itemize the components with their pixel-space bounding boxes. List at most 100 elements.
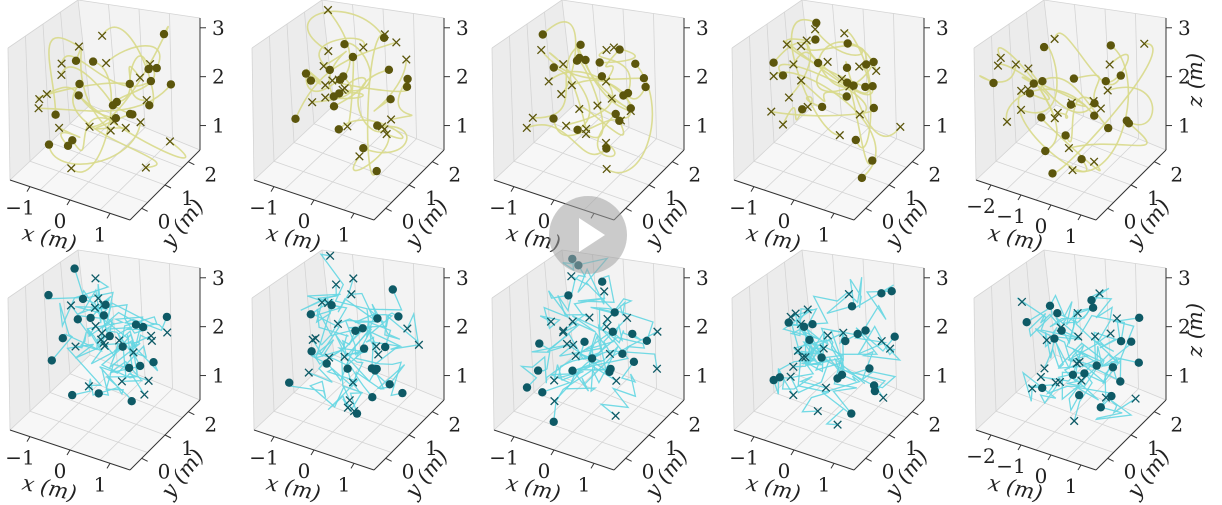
goal-marker: [1017, 297, 1027, 307]
grid-line: [1135, 263, 1139, 389]
start-marker: [334, 125, 343, 134]
y-tick: [625, 457, 632, 462]
goal-marker: [896, 122, 905, 132]
start-marker: [868, 82, 877, 91]
start-marker: [47, 356, 56, 365]
y-tick-label: 2: [688, 413, 701, 437]
trajectory-line: [599, 361, 637, 417]
y-tick-label: 0: [402, 209, 415, 233]
trajectory-line: [105, 45, 161, 69]
trajectory-line: [777, 323, 823, 396]
goal-marker: [784, 93, 794, 102]
start-marker: [1080, 369, 1089, 378]
goal-marker: [349, 274, 358, 283]
trajectory-line: [1053, 32, 1122, 86]
start-marker: [626, 104, 635, 113]
pane-edge: [493, 104, 575, 181]
grid-line: [343, 138, 417, 211]
pane-edge: [253, 104, 335, 181]
trajectory-line: [800, 80, 847, 103]
x-tick: [350, 463, 355, 469]
x-tick: [790, 449, 795, 456]
start-marker: [340, 40, 349, 49]
goal-marker: [782, 40, 792, 49]
trajectory-line: [782, 308, 820, 340]
grid-line: [343, 388, 417, 461]
x-tick-label: −1: [249, 196, 278, 220]
start-marker: [1090, 99, 1099, 108]
start-marker: [388, 285, 397, 294]
start-marker: [44, 140, 54, 149]
y-tick-label: 0: [158, 209, 171, 233]
start-marker: [1025, 89, 1035, 98]
trajectory-line: [1021, 76, 1087, 107]
x-tick-label: −1: [996, 204, 1025, 228]
start-marker: [146, 76, 156, 86]
pane-edge: [733, 104, 815, 181]
trajectory-line: [371, 303, 419, 344]
trajectory-line: [288, 380, 351, 408]
goal-marker: [877, 336, 886, 346]
grid-line: [352, 254, 362, 367]
goal-marker: [766, 107, 776, 116]
x-tick-label: −1: [5, 446, 34, 470]
pane-edge: [89, 104, 201, 151]
goal-marker: [91, 274, 100, 283]
y-tick: [888, 434, 896, 439]
grid-line: [69, 373, 183, 418]
start-marker: [75, 79, 84, 89]
start-marker: [811, 35, 820, 44]
goal-marker: [1064, 143, 1074, 153]
x-axis-label: x (m): [504, 471, 563, 505]
trajectory-line: [790, 19, 840, 136]
start-marker: [549, 417, 558, 426]
pane-edge: [77, 0, 91, 106]
x-tick: [26, 436, 31, 442]
x-tick: [510, 186, 515, 192]
trajectory-line: [58, 127, 81, 147]
start-marker: [112, 97, 122, 107]
x-tick: [550, 199, 555, 206]
x-tick-label: 0: [298, 459, 311, 483]
trajectory-line: [319, 253, 375, 369]
goal-marker: [819, 344, 828, 353]
start-marker: [1050, 334, 1059, 343]
z-tick-label: 2: [212, 315, 225, 339]
trajectory-line: [305, 68, 326, 86]
trajectory-line: [773, 368, 827, 395]
grid-line: [293, 142, 410, 186]
goal-marker: [1050, 34, 1059, 44]
start-marker: [1088, 303, 1098, 312]
pane-edge: [251, 47, 255, 181]
x-tick-label: 1: [94, 472, 107, 496]
start-marker: [851, 135, 860, 145]
start-marker: [58, 334, 67, 343]
start-marker: [385, 380, 394, 389]
goal-marker: [1095, 289, 1104, 298]
goal-marker: [1106, 329, 1115, 338]
trajectory-line: [1064, 96, 1095, 143]
goal-marker: [34, 104, 43, 113]
goal-marker: [791, 309, 800, 318]
pane-edge: [731, 0, 803, 49]
start-marker: [325, 65, 334, 75]
goal-marker: [1027, 384, 1037, 393]
play-button[interactable]: [549, 196, 627, 274]
start-marker: [575, 53, 584, 63]
goal-marker: [652, 364, 662, 374]
grid-line: [749, 35, 755, 162]
start-marker: [1107, 391, 1116, 401]
pane-edge: [491, 297, 495, 431]
start-marker: [99, 311, 109, 320]
start-marker: [398, 388, 407, 398]
x-tick-label: 1: [338, 472, 351, 496]
z-tick-label: 3: [456, 266, 469, 290]
x-axis-label: x (m): [264, 471, 323, 505]
goal-marker: [562, 339, 572, 349]
goal-marker: [91, 321, 100, 331]
x-axis-line: [975, 179, 1097, 221]
grid-line: [99, 138, 173, 211]
y-tick: [432, 161, 439, 166]
